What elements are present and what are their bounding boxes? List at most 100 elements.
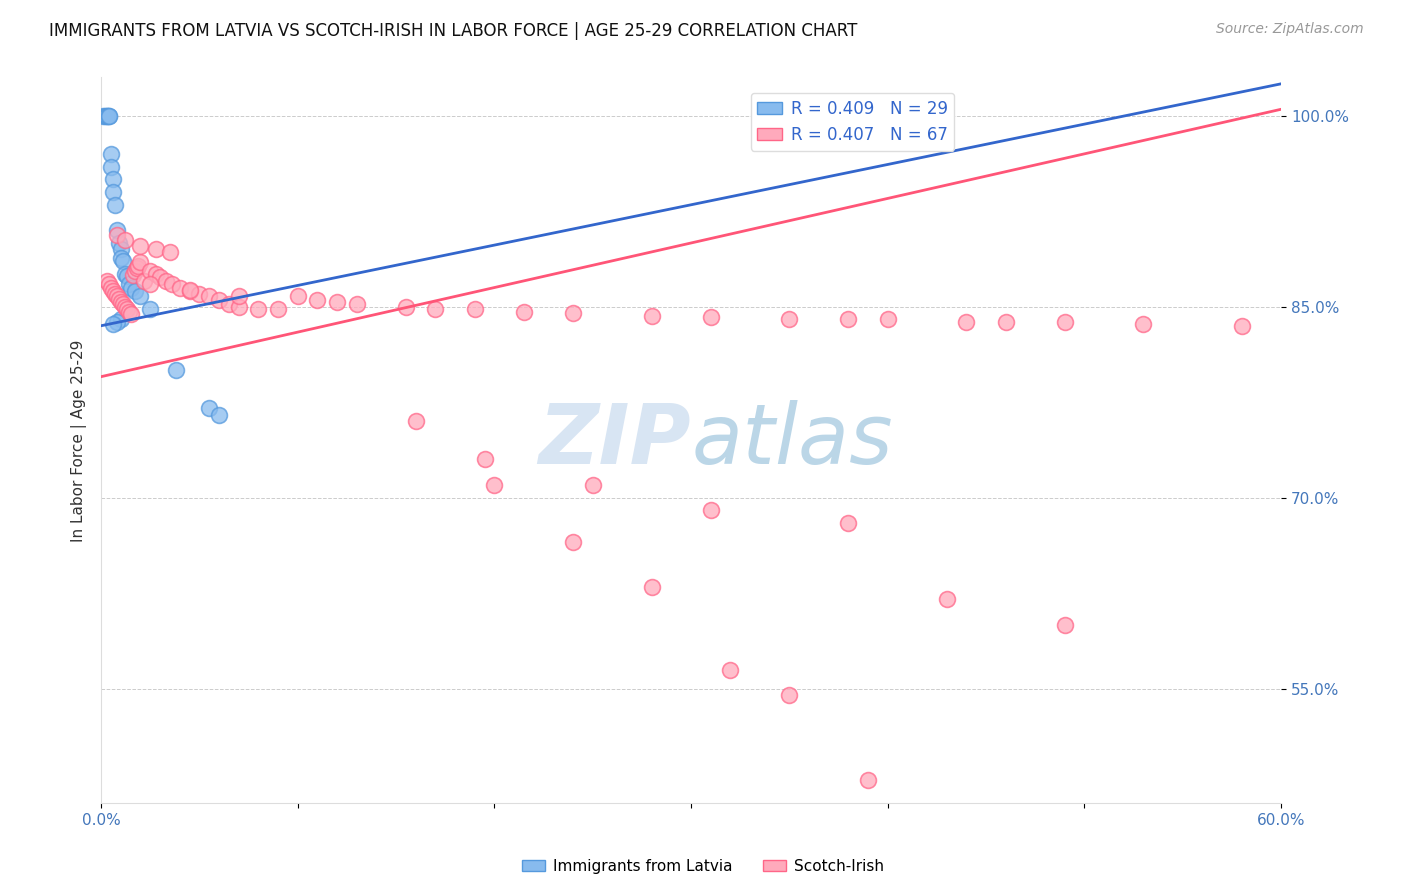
Point	[149, 270, 172, 285]
Point	[110, 243, 132, 257]
Point	[101, 285, 124, 299]
Point	[1132, 318, 1154, 332]
Point	[110, 312, 132, 326]
Point	[267, 302, 290, 317]
Point	[100, 160, 122, 174]
Point	[108, 292, 131, 306]
Point	[562, 535, 585, 549]
Point	[124, 285, 146, 299]
Point	[139, 264, 162, 278]
Point	[876, 312, 898, 326]
Point	[104, 198, 127, 212]
Point	[124, 264, 146, 278]
Point	[1053, 618, 1076, 632]
Point	[395, 300, 418, 314]
Point	[955, 315, 977, 329]
Point	[513, 304, 536, 318]
Point	[96, 274, 118, 288]
Point	[405, 414, 427, 428]
Point	[307, 293, 329, 308]
Point	[98, 277, 121, 291]
Point	[101, 172, 124, 186]
Point	[159, 244, 181, 259]
Point	[720, 663, 742, 677]
Point	[837, 312, 859, 326]
Point	[562, 306, 585, 320]
Point	[111, 297, 134, 311]
Text: atlas: atlas	[692, 400, 893, 481]
Point	[641, 309, 664, 323]
Point	[179, 283, 201, 297]
Point	[1053, 315, 1076, 329]
Point	[129, 238, 152, 252]
Point	[160, 277, 183, 291]
Point	[105, 289, 128, 303]
Point	[120, 307, 142, 321]
Point	[425, 302, 447, 317]
Point	[1230, 318, 1253, 333]
Point	[101, 185, 124, 199]
Point	[108, 235, 131, 250]
Point	[218, 297, 240, 311]
Point	[346, 297, 368, 311]
Text: IMMIGRANTS FROM LATVIA VS SCOTCH-IRISH IN LABOR FORCE | AGE 25-29 CORRELATION CH: IMMIGRANTS FROM LATVIA VS SCOTCH-IRISH I…	[49, 22, 858, 40]
Point	[139, 302, 162, 317]
Point	[856, 773, 879, 788]
Point	[139, 277, 162, 291]
Point	[129, 255, 152, 269]
Point	[114, 234, 136, 248]
Point	[125, 261, 148, 276]
Point	[94, 109, 117, 123]
Point	[994, 315, 1017, 329]
Point	[98, 109, 121, 123]
Point	[778, 688, 800, 702]
Point	[287, 289, 309, 303]
Point	[98, 109, 121, 123]
Point	[104, 286, 127, 301]
Point	[179, 285, 201, 299]
Point	[474, 452, 496, 467]
Point	[91, 109, 114, 123]
Point	[247, 302, 270, 317]
Point	[326, 294, 349, 309]
Point	[118, 277, 141, 291]
Point	[228, 300, 250, 314]
Point	[96, 109, 118, 123]
Point	[228, 289, 250, 303]
Legend: R = 0.409   N = 29, R = 0.407   N = 67: R = 0.409 N = 29, R = 0.407 N = 67	[751, 93, 955, 151]
Point	[100, 146, 122, 161]
Point	[935, 592, 957, 607]
Point	[641, 580, 664, 594]
Point	[129, 289, 152, 303]
Point	[105, 228, 128, 243]
Point	[121, 268, 143, 282]
Point	[198, 289, 221, 303]
Point	[700, 503, 723, 517]
Point	[111, 253, 134, 268]
Point	[188, 286, 211, 301]
Point	[100, 280, 122, 294]
Legend: Immigrants from Latvia, Scotch-Irish: Immigrants from Latvia, Scotch-Irish	[516, 853, 890, 880]
Point	[169, 280, 191, 294]
Point	[837, 516, 859, 530]
Text: Source: ZipAtlas.com: Source: ZipAtlas.com	[1216, 22, 1364, 37]
Point	[208, 293, 231, 308]
Point	[96, 109, 118, 123]
Point	[484, 478, 506, 492]
Point	[115, 268, 138, 283]
Point	[101, 318, 124, 332]
Point	[114, 267, 136, 281]
Point	[118, 304, 141, 318]
Point	[700, 310, 723, 324]
Point	[778, 312, 800, 326]
Point	[165, 363, 187, 377]
Text: ZIP: ZIP	[538, 400, 692, 481]
Point	[120, 280, 142, 294]
Point	[464, 302, 486, 317]
Point	[128, 259, 150, 273]
Point	[155, 274, 177, 288]
Point	[582, 478, 605, 492]
Point	[208, 408, 231, 422]
Point	[114, 300, 136, 314]
Point	[115, 302, 138, 317]
